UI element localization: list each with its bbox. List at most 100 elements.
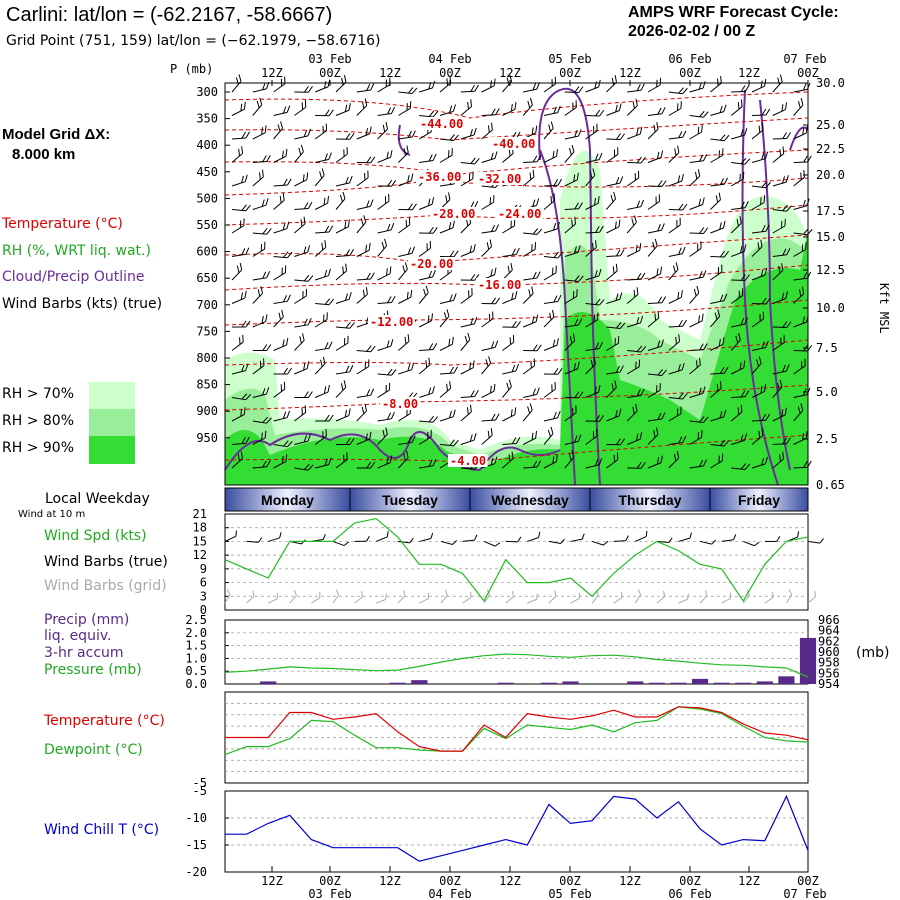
wind-barb (273, 294, 291, 304)
wind-barb-staff (585, 391, 599, 398)
wind-barb (689, 430, 703, 445)
wind-barb-flag (569, 336, 573, 344)
surface-barb-flag (689, 532, 692, 539)
wind-barb-flag (740, 404, 743, 413)
contour-label-bg (380, 397, 420, 410)
wind-barb-flag (761, 181, 768, 188)
wind-barb-staff (294, 412, 306, 422)
wind-barb-flag (387, 107, 392, 115)
wind-barb-flag (474, 158, 480, 165)
wind-barb-flag (660, 339, 664, 347)
wind-barb-flag (285, 454, 288, 462)
wind-barb (647, 180, 667, 187)
wind-barb (543, 454, 558, 469)
wind-barb-staff (252, 248, 265, 257)
wind-barb-flag (489, 239, 492, 247)
precip-bar (562, 681, 579, 684)
wind-barb-flag (723, 104, 727, 112)
wind-barb-flag (282, 193, 285, 201)
wind-barb-staff (231, 458, 243, 469)
wind-barb-flag (639, 126, 643, 135)
wind-barb (585, 341, 604, 351)
wind-barb (314, 356, 326, 375)
wind-barb (689, 154, 708, 163)
cloud-outline-5 (759, 99, 791, 471)
wind-barb-flag (529, 172, 532, 180)
wind-barb-flag (242, 334, 244, 343)
wind-barb-flag (779, 379, 783, 388)
wind-barb-flag (765, 181, 771, 189)
wind-barb-flag (573, 174, 576, 182)
wind-barb-staff (772, 443, 787, 445)
wind-barb-flag (369, 431, 372, 440)
wind-barb-staff (419, 465, 434, 469)
wind-barb-staff (273, 127, 283, 140)
wind-barb (273, 265, 287, 281)
grid-barb-staff (807, 596, 816, 604)
wind-barb-flag (595, 298, 601, 305)
wind-barb-flag (266, 228, 272, 235)
wind-barb (585, 312, 599, 328)
surface-wind-barb (807, 538, 824, 544)
wind-barb-staff (481, 463, 496, 469)
wind-barb-flag (370, 272, 375, 280)
wind-barb (668, 130, 687, 140)
wind-barb-flag (804, 358, 806, 366)
wind-barb-staff (418, 436, 432, 445)
wind-barb-flag (740, 274, 746, 281)
wind-barb-staff (543, 272, 557, 281)
wind-barb-staff (793, 176, 805, 187)
wind-barb-flag (680, 290, 683, 298)
wind-barb-flag (640, 83, 645, 91)
wind-barb-flag (657, 369, 663, 376)
wind-barb (689, 241, 702, 257)
pressure-tick-label: 960 (818, 645, 840, 659)
wind-barb-flag (445, 195, 448, 203)
wind-barb-staff (730, 106, 743, 116)
wind-barb-staff (356, 278, 371, 281)
wind-barb-staff (460, 90, 475, 93)
surface-barb-flag (560, 538, 565, 544)
wind-barb-flag (596, 123, 598, 131)
wind-barb-flag (265, 198, 269, 206)
wind-barb (710, 177, 728, 187)
wind-barb-flag (699, 459, 704, 467)
wind-barb-flag (634, 173, 636, 181)
wind-barb (439, 381, 452, 398)
contour-label-bg (448, 454, 488, 467)
wind-barb-flag (307, 245, 311, 253)
wind-barb-staff (606, 371, 621, 375)
wind-barb-flag (283, 251, 289, 258)
wind-barb-flag (453, 366, 458, 374)
wind-barb-flag (805, 431, 808, 439)
wind-barb (751, 195, 766, 210)
wind-barb-flag (408, 217, 411, 225)
wind-barb (564, 318, 583, 328)
wind-barb (647, 339, 664, 351)
surface-wind-barb (505, 536, 522, 543)
wind-barb-staff (710, 111, 724, 116)
wind-barb-flag (493, 195, 495, 203)
pressure-tick-label: 450 (196, 165, 218, 179)
wind-barb-flag (508, 148, 511, 157)
wind-barb (606, 322, 626, 329)
wind-barb-staff (273, 272, 286, 281)
wind-barb-flag (407, 130, 412, 138)
wind-barb-staff (419, 276, 433, 281)
wind-barb-staff (731, 467, 746, 470)
wind-barb-staff (252, 293, 263, 304)
wind-barb-flag (700, 241, 702, 249)
wind-barb (751, 108, 771, 116)
surface-barb-staff (548, 540, 561, 545)
wind-barb-staff (772, 153, 784, 163)
dewpoint-line (224, 706, 809, 756)
wind-barb (335, 175, 353, 187)
surface-wind-barb (268, 532, 282, 542)
grid-barb-flag (294, 589, 297, 596)
wind-barb-flag (428, 415, 435, 423)
wind-barb-flag (531, 316, 535, 324)
wind-barb (481, 151, 498, 163)
wind-barb (647, 150, 664, 163)
wind-barb-staff (481, 246, 492, 257)
wind-barb (231, 407, 246, 422)
